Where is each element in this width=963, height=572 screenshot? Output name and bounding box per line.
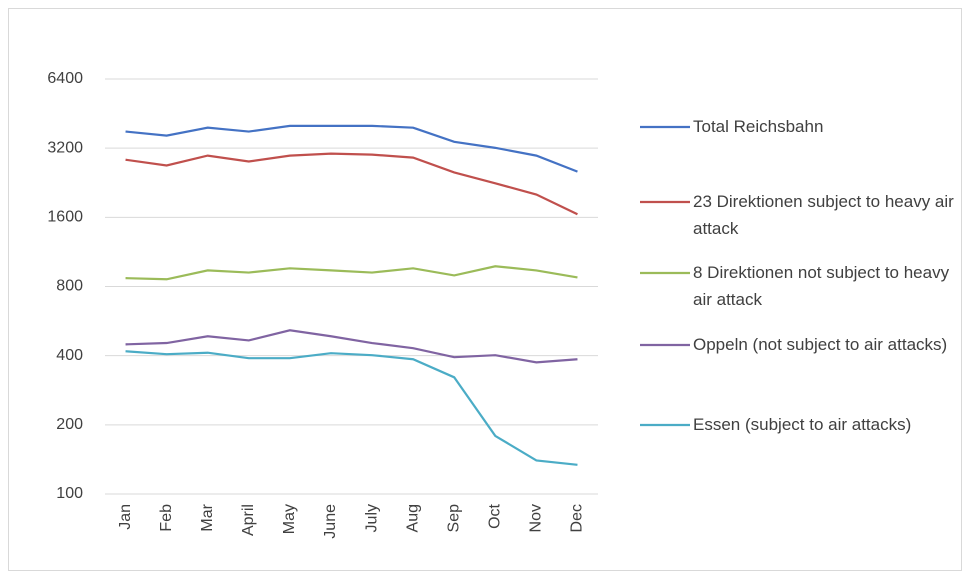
series-line: [125, 152, 578, 216]
y-tick-label: 800: [56, 278, 83, 295]
x-tick-label: July: [363, 504, 380, 532]
x-tick-label: Jan: [117, 504, 134, 530]
legend-label: Total Reichsbahn: [693, 117, 824, 136]
chart-border: [8, 8, 962, 571]
legend-label: Essen (subject to air attacks): [693, 415, 912, 434]
x-tick-label: Aug: [404, 504, 421, 532]
x-tick-label: Nov: [528, 504, 545, 532]
x-tick-label: Mar: [199, 503, 216, 531]
y-tick-label: 400: [56, 347, 83, 364]
series-line: [125, 350, 578, 466]
x-tick-label: Feb: [158, 504, 175, 532]
legend-label: 23 Direktionen subject to heavy air atta…: [693, 192, 954, 238]
x-tick-label: Oct: [487, 503, 504, 528]
legend-label: Oppeln (not subject to air attacks): [693, 335, 948, 354]
y-tick-label: 3200: [47, 139, 83, 156]
series-line: [125, 329, 578, 364]
x-tick-label: May: [281, 504, 298, 534]
series-line: [125, 124, 578, 173]
x-tick-label: April: [240, 504, 257, 536]
series-line: [125, 265, 578, 281]
y-tick-label: 200: [56, 416, 83, 433]
x-tick-label: Dec: [569, 504, 586, 532]
x-tick-label: June: [322, 504, 339, 539]
y-tick-label: 6400: [47, 70, 83, 87]
y-tick-label: 1600: [47, 209, 83, 226]
y-tick-label: 100: [56, 485, 83, 502]
x-tick-label: Sep: [445, 504, 462, 533]
legend-label: 8 Direktionen not subject to heavy air a…: [693, 263, 950, 309]
